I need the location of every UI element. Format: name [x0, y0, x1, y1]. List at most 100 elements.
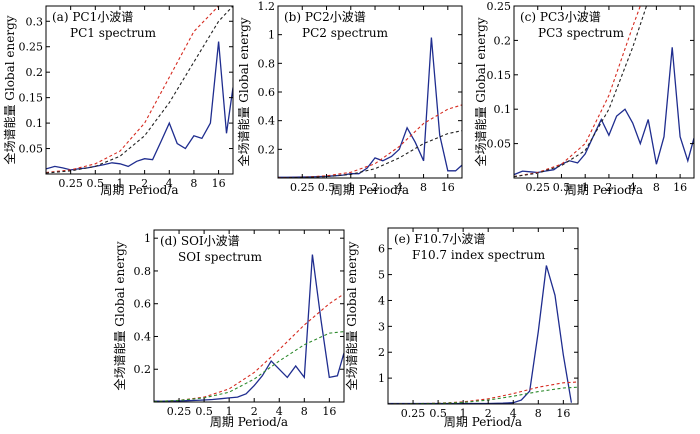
y-tick-label: 2: [378, 346, 385, 359]
significance-curve-b-1: [278, 104, 462, 178]
panel-subtitle: PC1 spectrum: [70, 26, 157, 40]
x-tick-label: 0.5: [318, 181, 336, 194]
x-tick-label: 0.5: [429, 407, 447, 420]
x-tick-label: 16: [441, 181, 455, 194]
plot-area: [46, 6, 233, 174]
x-tick-label: 1: [226, 405, 233, 418]
y-tick-label: 0.05: [487, 138, 512, 151]
panel-c: 0.050.10.150.20.250.25 0.5 1 2 4 8 16(c) PC3小波…: [473, 0, 695, 197]
panel-title: (d) SOI小波谱: [160, 234, 240, 248]
x-tick-label: 1: [582, 181, 589, 194]
x-tick-label: 0.25: [58, 177, 83, 190]
panel-d: 0.2 0.4 0.6 0.8 1 0.25 0.5 1 2 4 8 16 (d) SOI小波谱 SOI …: [112, 229, 345, 429]
y-tick-label: 1.2: [258, 0, 276, 13]
y-tick-label: 6: [378, 243, 385, 256]
x-tick-label: 0.25: [401, 407, 426, 420]
spectrum-line-d-0: [154, 254, 344, 402]
y-tick-label: 3: [378, 320, 385, 333]
y-tick-label: 0.05: [19, 143, 44, 156]
x-tick-label: 16: [673, 181, 687, 194]
y-axis-label: 全场谱能量 Global energy: [344, 241, 359, 390]
x-tick-label: 2: [372, 181, 379, 194]
significance-curve-d-1: [154, 293, 344, 402]
panel-subtitle: PC3 spectrum: [538, 26, 625, 40]
panel-subtitle: SOI spectrum: [178, 250, 263, 264]
plot-area: [514, 6, 694, 178]
x-tick-label: 2: [485, 407, 492, 420]
x-tick-label: 16: [322, 405, 336, 418]
x-tick-label: 8: [420, 181, 427, 194]
y-tick-label: 0.2: [26, 66, 44, 79]
y-tick-label: 0.3: [26, 15, 44, 28]
x-tick-label: 2: [141, 177, 148, 190]
x-tick-label: 16: [212, 177, 226, 190]
significance-curve-e-2: [388, 386, 578, 404]
x-tick-label: 1: [116, 177, 123, 190]
significance-curve-d-2: [154, 331, 344, 402]
y-tick-label: 0.25: [19, 41, 44, 54]
plot-area: [388, 265, 578, 404]
significance-curve-a-1: [46, 6, 219, 174]
x-axis-label: 周期 Period/a: [565, 183, 643, 197]
y-tick-label: 0.8: [258, 57, 276, 70]
panel-a: 0.05 0.1 0.15 0.2 0.25 0.3 0.25 0.5 1 2 4 8 16 (a) PC…: [2, 5, 234, 197]
y-tick-label: 0.1: [26, 117, 44, 130]
x-tick-label: 8: [653, 181, 660, 194]
y-tick-label: 0.1: [494, 103, 512, 116]
significance-curve-c-2: [514, 6, 648, 178]
y-tick-label: 0.15: [19, 92, 44, 105]
y-axis-label: 全场谱能量 Global energy: [473, 17, 488, 166]
panel-title: (e) F10.7小波谱: [394, 232, 485, 246]
x-tick-label: 16: [556, 407, 570, 420]
y-tick-label: 1: [268, 29, 275, 42]
y-tick-label: 0.2: [258, 143, 276, 156]
y-tick-label: 0.6: [134, 298, 152, 311]
y-axis-label: 全场谱能量 Global energy: [112, 241, 127, 390]
y-tick-label: 0.4: [134, 330, 152, 343]
axes-frame: [45, 5, 234, 175]
x-tick-label: 1: [460, 407, 467, 420]
y-axis-label: 全场谱能量 Global energy: [236, 17, 251, 166]
x-axis-label: 周期 Period/a: [210, 415, 288, 429]
x-tick-label: 4: [166, 177, 173, 190]
y-tick-label: 1: [144, 232, 151, 245]
y-tick-label: 4: [378, 294, 385, 307]
y-tick-label: 0.15: [487, 69, 512, 82]
spectrum-line-c-0: [514, 47, 694, 176]
x-tick-label: 0.5: [87, 177, 105, 190]
y-tick-label: 0.25: [487, 0, 512, 13]
spectrum-line-e-0: [388, 265, 573, 404]
axes-frame: [387, 227, 579, 405]
x-axis-label: 周期 Period/a: [444, 415, 522, 429]
plot-area: [278, 37, 462, 178]
y-tick-label: 0.8: [134, 265, 152, 278]
x-tick-label: 4: [396, 181, 403, 194]
x-tick-label: 2: [251, 405, 258, 418]
axes-frame: [153, 229, 345, 403]
x-axis-label: 周期 Period/a: [331, 183, 409, 197]
panel-title: (a) PC1小波谱: [52, 10, 133, 24]
x-tick-label: 0.25: [167, 405, 192, 418]
spectrum-line-b-0: [278, 37, 462, 178]
axes-frame: [513, 5, 695, 179]
x-tick-label: 2: [605, 181, 612, 194]
panel-title: (b) PC2小波谱: [284, 10, 366, 24]
x-tick-label: 0.25: [525, 181, 550, 194]
panel-e: 1 2 3 4 5 6 0.25 0.5 1 2 4 8 16 (e) F10.7小波谱 F10.7 ind…: [344, 227, 579, 429]
y-axis-label: 全场谱能量 Global energy: [2, 15, 17, 164]
significance-curve-c-1: [514, 6, 641, 178]
panel-title: (c) PC3小波谱: [520, 10, 601, 24]
x-tick-label: 4: [629, 181, 636, 194]
x-tick-label: 8: [301, 405, 308, 418]
x-axis-label: 周期 Period/a: [100, 183, 178, 197]
significance-curve-b-2: [278, 130, 462, 178]
y-tick-label: 1: [378, 372, 385, 385]
significance-curve-a-2: [46, 6, 233, 174]
spectrum-line-a-0: [46, 41, 233, 171]
y-tick-label: 0.2: [134, 363, 152, 376]
x-tick-label: 0.25: [290, 181, 315, 194]
panel-subtitle: PC2 spectrum: [302, 26, 389, 40]
y-tick-label: 0.4: [258, 115, 276, 128]
y-tick-label: 0.6: [258, 86, 276, 99]
